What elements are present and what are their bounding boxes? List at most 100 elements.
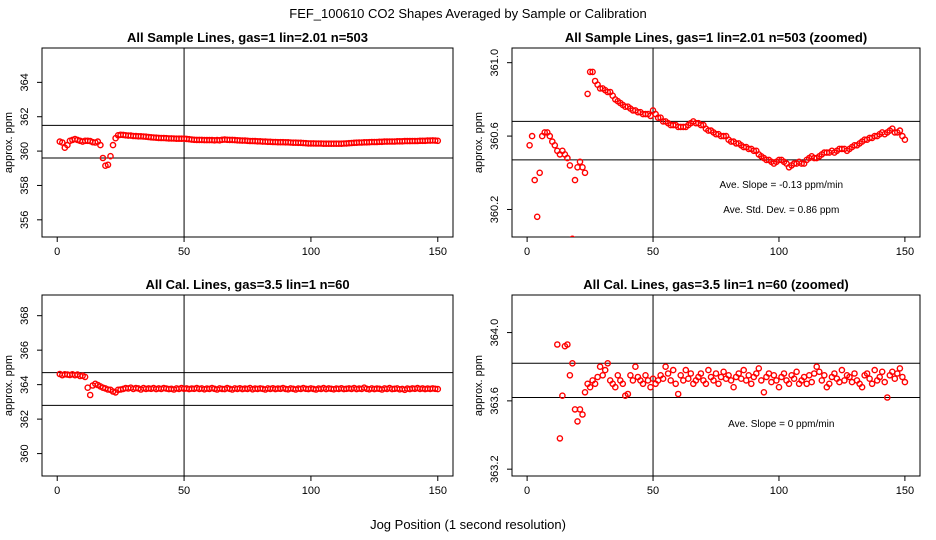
data-point	[59, 139, 66, 146]
data-points	[526, 68, 909, 237]
y-axis-label: approx. ppm	[473, 112, 485, 173]
data-point	[431, 385, 439, 393]
data-point	[662, 363, 669, 371]
data-point	[755, 365, 763, 372]
data-point	[109, 141, 117, 149]
data-point	[884, 394, 891, 401]
data-point	[710, 377, 717, 384]
data-points	[554, 341, 909, 442]
data-point	[785, 380, 793, 388]
data-point	[891, 375, 899, 383]
data-point	[579, 411, 586, 418]
data-point	[569, 235, 576, 237]
data-point	[742, 377, 750, 384]
data-point	[901, 378, 909, 386]
data-point	[81, 373, 89, 381]
data-point	[730, 383, 737, 391]
data-point	[531, 176, 539, 184]
data-point	[798, 160, 805, 167]
x-tick-label: 150	[896, 485, 914, 497]
data-point	[876, 373, 884, 381]
x-tick-label: 0	[54, 246, 60, 258]
data-point	[878, 368, 886, 376]
data-point	[775, 383, 783, 391]
data-point	[107, 152, 114, 160]
data-point	[816, 368, 823, 376]
y-tick-label: 360.2	[489, 196, 501, 224]
data-point	[566, 162, 574, 169]
data-point	[627, 371, 634, 379]
data-point	[851, 370, 858, 377]
data-point	[677, 371, 685, 379]
data-point	[831, 370, 838, 377]
data-point	[431, 137, 439, 144]
annotation-text: Ave. Slope = -0.13 ppm/min	[720, 180, 844, 191]
data-point	[434, 385, 442, 393]
data-point	[727, 377, 735, 384]
data-point	[604, 359, 612, 367]
data-point	[596, 363, 604, 371]
data-point	[725, 371, 732, 379]
data-point	[813, 363, 821, 371]
data-point	[654, 114, 662, 121]
data-point	[894, 370, 901, 377]
data-point	[571, 176, 579, 184]
data-point	[586, 383, 594, 391]
data-point	[720, 132, 727, 140]
y-tick-label: 364	[19, 375, 31, 393]
data-point	[735, 370, 743, 377]
plot-frame	[41, 294, 454, 477]
data-point	[685, 375, 692, 383]
data-point	[697, 121, 705, 129]
data-point	[579, 163, 586, 171]
data-point	[871, 366, 879, 374]
data-point	[740, 366, 748, 374]
x-tick-label: 100	[770, 485, 788, 497]
data-point	[770, 371, 778, 379]
x-tick-label: 50	[647, 246, 659, 258]
y-tick-label: 363.6	[489, 387, 501, 415]
y-tick-label: 364	[19, 73, 31, 91]
x-tick-label: 100	[302, 485, 320, 497]
data-point	[896, 365, 904, 372]
annotation-text: Ave. Std. Dev. = 0.86 ppm	[723, 205, 839, 216]
data-point	[682, 366, 690, 374]
data-point	[672, 380, 680, 388]
data-point	[901, 136, 909, 143]
data-point	[584, 90, 591, 98]
data-point	[586, 68, 594, 76]
data-point	[642, 371, 649, 379]
data-point	[581, 388, 589, 396]
data-point	[863, 370, 871, 377]
data-point	[659, 375, 667, 383]
data-point	[604, 88, 612, 96]
x-tick-label: 0	[54, 485, 60, 497]
data-point	[581, 169, 589, 177]
data-point	[589, 68, 596, 76]
data-point	[554, 341, 561, 348]
data-point	[818, 377, 826, 384]
y-axis-label: approx. ppm	[473, 355, 485, 416]
data-point	[750, 147, 758, 155]
y-tick-label: 364.0	[489, 319, 501, 347]
data-point	[868, 380, 876, 388]
data-point	[664, 370, 672, 377]
y-tick-label: 360	[19, 444, 31, 462]
x-tick-label: 0	[524, 485, 530, 497]
data-point	[434, 137, 442, 145]
data-point	[826, 380, 833, 388]
data-point	[720, 368, 727, 376]
data-point	[639, 380, 647, 388]
data-point	[808, 378, 816, 386]
data-point	[541, 129, 549, 136]
data-point	[99, 154, 107, 162]
data-point	[793, 368, 800, 376]
data-point	[559, 392, 566, 400]
data-point	[614, 371, 622, 379]
data-point	[881, 378, 889, 386]
panel-title: All Sample Lines, gas=1 lin=2.01 n=503 (…	[565, 30, 867, 45]
y-tick-label: 360	[19, 142, 31, 160]
x-tick-label: 50	[178, 485, 190, 497]
panel-title: All Sample Lines, gas=1 lin=2.01 n=503	[127, 30, 368, 45]
data-point	[705, 366, 712, 374]
